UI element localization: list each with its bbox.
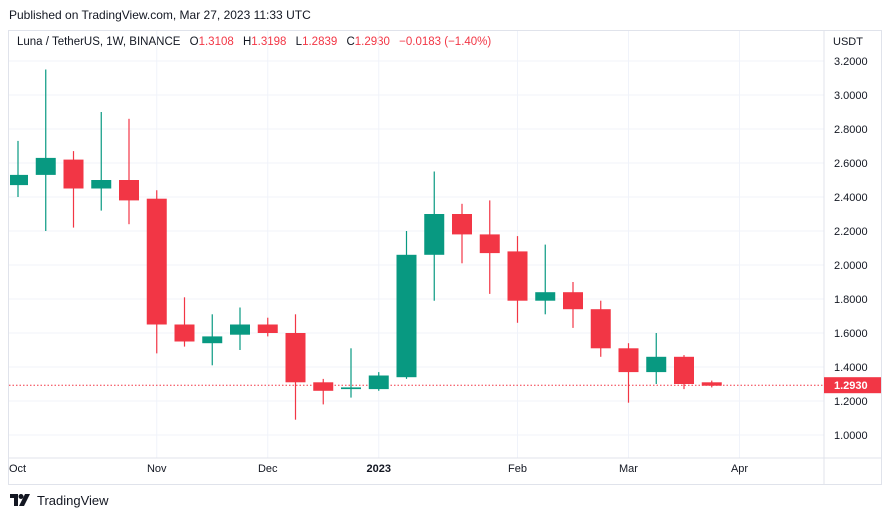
time-axis: Oct Nov Dec 2023 Feb Mar Apr [9,457,881,475]
tradingview-logo-icon [10,494,30,506]
low-value: 1.2839 [302,36,338,48]
candle[interactable] [368,372,389,391]
candle-body [618,348,639,373]
candle[interactable] [424,171,445,301]
price-tick-label: 1.8000 [834,294,868,306]
candle-body [535,292,556,301]
candle[interactable] [507,236,528,323]
open-label: O [189,36,199,48]
candle-body [424,214,445,255]
grid-lines [9,31,824,458]
last-price-label: 1.2930 [834,380,868,392]
price-tick-label: 2.0000 [834,260,868,272]
candle[interactable] [257,317,278,337]
published-line: Published on TradingView.com, Mar 27, 20… [9,8,311,22]
candle-body [257,324,278,333]
candle[interactable] [202,314,223,366]
candle-body [10,174,28,186]
candle-body [563,292,583,310]
candle[interactable] [479,200,500,294]
candle-body [119,180,139,201]
candle-body [285,333,306,383]
candle-body [701,382,722,386]
chart-frame[interactable] [8,30,882,485]
candle[interactable] [63,151,84,228]
candle[interactable] [313,378,334,405]
candle[interactable] [341,348,361,398]
price-tick-label: 2.8000 [834,124,868,136]
candle[interactable] [174,297,195,347]
price-axis: 3.2000 3.0000 2.8000 2.6000 2.4000 2.2000 2.00… [823,31,881,484]
candle[interactable] [618,343,639,403]
low-label: L [295,36,303,48]
price-tick-label: 2.2000 [834,226,868,238]
last-price-badge [824,377,881,394]
candle-body [674,356,694,384]
candle[interactable] [146,190,167,354]
price-tick-label: 3.0000 [834,90,868,102]
price-tick-label: 1.0000 [834,430,868,442]
close-label: C [346,36,355,48]
time-tick-label: Dec [258,463,278,475]
high-value: 1.3198 [251,36,287,48]
candle[interactable] [230,307,250,351]
close-value: 1.2930 [354,36,390,48]
candle[interactable] [563,282,583,328]
currency-label: USDT [833,36,863,48]
chart-legend: Luna / TetherUS, 1W, BINANCE O1.3108 H1.… [17,36,491,48]
price-tick-label: 3.2000 [834,56,868,68]
candle[interactable] [701,380,722,388]
symbol-title[interactable]: Luna / TetherUS, 1W, BINANCE [17,36,181,48]
candle-body [230,324,250,335]
candle[interactable] [35,69,56,232]
candle[interactable] [119,118,139,225]
candle-body [341,387,361,390]
candle-body [313,382,334,391]
candle[interactable] [452,203,472,264]
tradingview-brand[interactable]: TradingView [37,492,109,508]
candle-body [35,157,56,175]
time-tick-label: Apr [731,463,748,475]
price-tick-label: 1.6000 [834,328,868,340]
high-label: H [242,36,252,48]
footer: TradingView [10,491,109,509]
candle-body [479,234,500,254]
candles [10,69,722,420]
candle[interactable] [91,112,112,211]
candle-body [174,324,195,342]
time-tick-label: Feb [508,463,527,475]
candle-body [452,214,472,235]
candle-body [590,309,611,349]
open-value: 1.3108 [198,36,234,48]
time-tick-label: 2023 [367,463,391,475]
candle-body [507,251,528,301]
candle-body [146,198,167,325]
candle[interactable] [674,355,694,390]
time-tick-label: Nov [147,463,167,475]
candle-body [368,375,389,390]
candle[interactable] [396,231,417,379]
candle[interactable] [285,314,306,420]
candle-body [202,336,223,344]
price-tick-label: 1.2000 [834,396,868,408]
candle-body [396,254,417,378]
price-tick-label: 1.4000 [834,362,868,374]
time-tick-label: Mar [619,463,638,475]
candle-body [91,180,112,189]
candle[interactable] [590,300,611,357]
candle[interactable] [646,333,667,384]
price-tick-label: 2.6000 [834,158,868,170]
candle[interactable] [10,140,28,197]
candle-body [63,159,84,189]
candle[interactable] [535,244,556,315]
time-tick-label: Oct [9,463,26,475]
change-value: −0.0183 (−1.40%) [399,36,492,48]
price-tick-label: 2.4000 [834,192,868,204]
candle-body [646,356,667,373]
